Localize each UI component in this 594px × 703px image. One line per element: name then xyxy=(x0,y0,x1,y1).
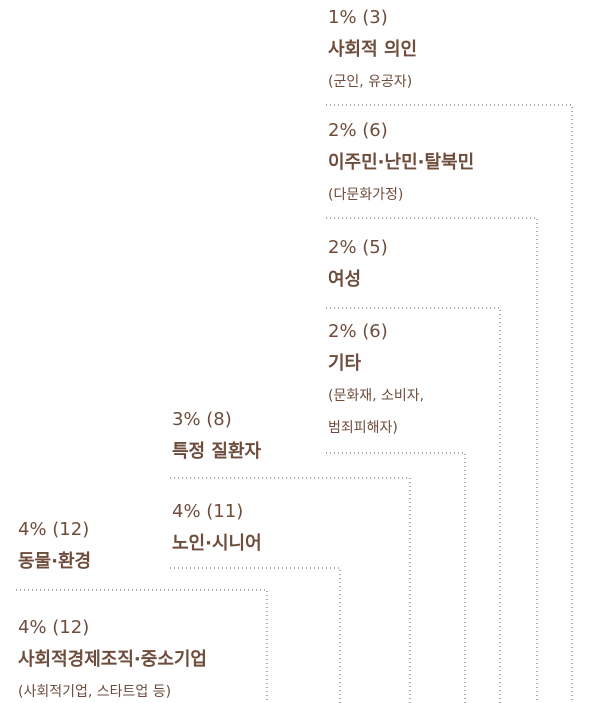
item-name: 노인·시니어 xyxy=(172,533,262,554)
percent-label: 4% (12) xyxy=(18,617,89,638)
item-name: 사회적경제조직·중소기업 xyxy=(18,649,207,670)
percent-label: 2% (6) xyxy=(328,321,388,342)
dotted-connector xyxy=(326,104,573,703)
item-note: (군인, 유공자) xyxy=(328,74,412,90)
item-note: (사회적기업, 스타트업 등) xyxy=(18,684,171,700)
item-name: 사회적 의인 xyxy=(328,39,417,60)
percent-label: 1% (3) xyxy=(328,7,388,28)
item-note: 범죄피해자) xyxy=(328,420,398,436)
percent-label: 4% (11) xyxy=(172,501,243,522)
percent-label: 2% (6) xyxy=(328,120,388,141)
item-name: 이주민·난민·탈북민 xyxy=(328,152,474,173)
dotted-connector xyxy=(170,567,341,703)
item-name: 여성 xyxy=(328,269,361,290)
dotted-connector xyxy=(326,217,538,703)
item-name: 기타 xyxy=(328,353,362,374)
item-name: 특정 질환자 xyxy=(172,440,262,462)
item-note: (다문화가정) xyxy=(328,187,403,203)
percent-label: 2% (5) xyxy=(328,237,388,258)
percent-label: 3% (8) xyxy=(172,409,232,430)
item-name: 동물·환경 xyxy=(18,550,91,572)
dotted-connector xyxy=(170,477,411,703)
item-note: (문화재, 소비자, xyxy=(328,388,424,404)
percent-label: 4% (12) xyxy=(18,519,89,540)
dotted-connector xyxy=(326,452,466,703)
